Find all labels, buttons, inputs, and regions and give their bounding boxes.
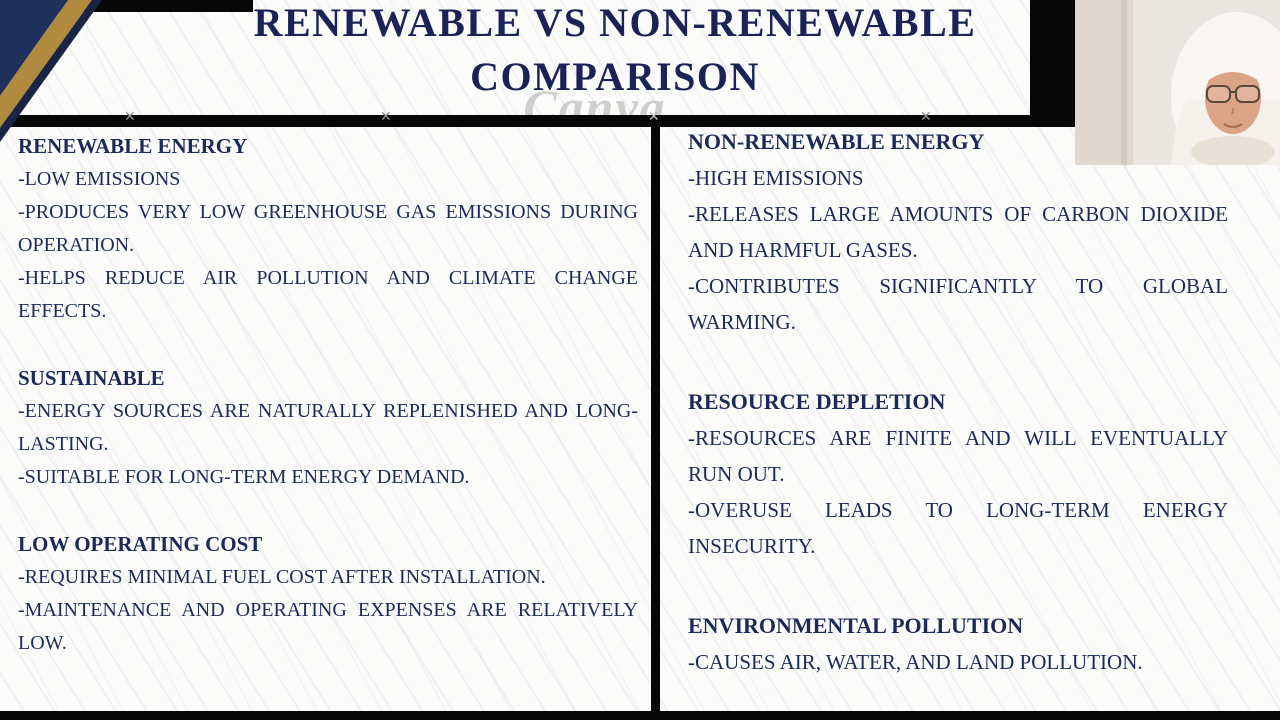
bullet-text: -CAUSES AIR, WATER, AND LAND POLLUTION.: [688, 650, 1143, 674]
handle-x-icon: ✕: [920, 109, 932, 125]
slide-title-line2: COMPARISON: [470, 54, 760, 99]
nonrenewable-column: NON-RENEWABLE ENERGY -HIGH EMISSIONS -RE…: [688, 124, 1228, 680]
bullet-text: -MAINTENANCE AND OPERATING EXPENSES ARE …: [18, 599, 638, 654]
bullet-text: -RESOURCES ARE FINITE AND WILL EVENTUALL…: [688, 426, 1228, 486]
handle-x-icon: ✕: [380, 109, 392, 125]
section-heading: RENEWABLE ENERGY: [18, 134, 248, 158]
section-heading: SUSTAINABLE: [18, 366, 165, 390]
section-heading: ENVIRONMENTAL POLLUTION: [688, 613, 1024, 638]
glasses-icon: [1206, 85, 1260, 103]
handle-x-icon: ✕: [648, 109, 660, 125]
section-resource-depletion: RESOURCE DEPLETION -RESOURCES ARE FINITE…: [688, 384, 1228, 564]
section-renewable-energy: RENEWABLE ENERGY -LOW EMISSIONS -PRODUCE…: [18, 130, 638, 328]
top-border-right: [1030, 0, 1077, 127]
horizontal-divider-bar: [0, 115, 1280, 127]
bullet-text: -HELPS REDUCE AIR POLLUTION AND CLIMATE …: [18, 267, 638, 322]
bullet-text: -OVERUSE LEADS TO LONG-TERM ENERGY INSEC…: [688, 498, 1228, 558]
section-heading: RESOURCE DEPLETION: [688, 389, 946, 414]
corner-decoration: [0, 0, 102, 142]
bullet-text: -RELEASES LARGE AMOUNTS OF CARBON DIOXID…: [688, 202, 1228, 262]
face-shape: [1205, 62, 1261, 134]
webcam-video: [1075, 0, 1280, 180]
handle-x-icon: ✕: [124, 109, 136, 125]
section-nonrenewable-energy: NON-RENEWABLE ENERGY -HIGH EMISSIONS -RE…: [688, 124, 1228, 340]
slide-title-line1: RENEWABLE VS NON-RENEWABLE: [253, 0, 977, 45]
section-environmental-pollution: ENVIRONMENTAL POLLUTION -CAUSES AIR, WAT…: [688, 608, 1228, 680]
presenter-avatar: [1075, 0, 1280, 180]
bullet-text: -LOW EMISSIONS: [18, 168, 181, 190]
bullet-text: -HIGH EMISSIONS: [688, 166, 864, 190]
bullet-text: -PRODUCES VERY LOW GREENHOUSE GAS EMISSI…: [18, 201, 638, 256]
bullet-text: -CONTRIBUTES SIGNIFICANTLY TO GLOBAL WAR…: [688, 274, 1228, 334]
renewable-column: RENEWABLE ENERGY -LOW EMISSIONS -PRODUCE…: [18, 130, 638, 660]
section-heading: NON-RENEWABLE ENERGY: [688, 129, 985, 154]
bullet-text: -REQUIRES MINIMAL FUEL COST AFTER INSTAL…: [18, 566, 546, 588]
section-heading: LOW OPERATING COST: [18, 532, 263, 556]
section-low-operating-cost: LOW OPERATING COST -REQUIRES MINIMAL FUE…: [18, 528, 638, 660]
bullet-text: -ENERGY SOURCES ARE NATURALLY REPLENISHE…: [18, 400, 638, 455]
slide-title: RENEWABLE VS NON-RENEWABLE COMPARISON: [200, 0, 1030, 104]
section-sustainable: SUSTAINABLE -ENERGY SOURCES ARE NATURALL…: [18, 362, 638, 494]
bottom-border-bar: [0, 711, 1280, 720]
column-divider-bar: [651, 115, 660, 720]
bullet-text: -SUITABLE FOR LONG-TERM ENERGY DEMAND.: [18, 466, 470, 488]
